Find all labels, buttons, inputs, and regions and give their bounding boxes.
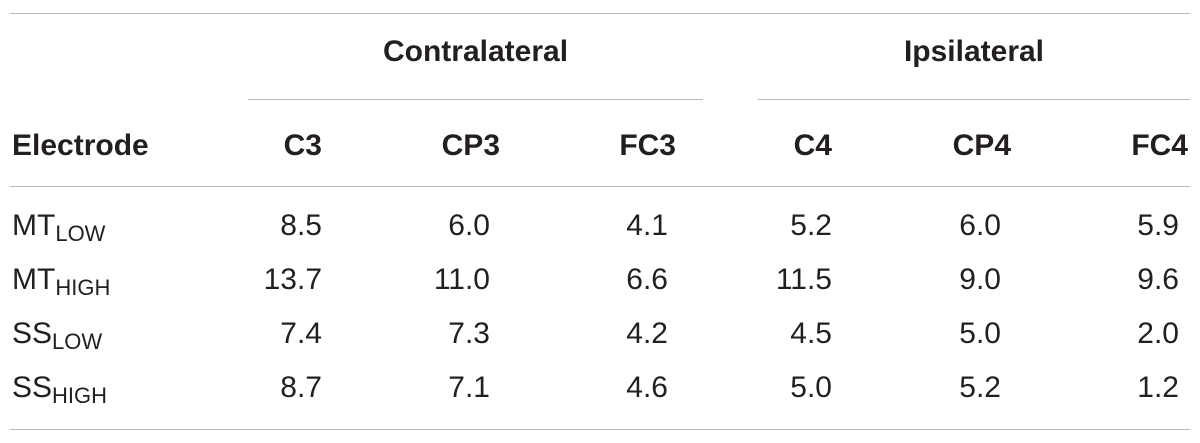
column-header-c3: C3 [283,129,322,162]
group-header-contralateral: Contralateral [382,35,569,68]
table-cell: 7.1 [448,371,490,404]
table-cell: 5.0 [790,371,832,404]
table-cell: 11.5 [775,263,832,296]
row-label: MTLOW [12,209,106,246]
row-label: SSHIGH [12,371,108,408]
table-cell: 9.0 [959,263,1001,296]
table-cell: 4.6 [626,371,668,404]
column-header-cp3: CP3 [441,129,500,162]
row-label-subscript: HIGH [55,275,111,300]
row-label-base: MT [12,263,56,296]
table-cell: 6.0 [448,209,490,242]
row-label-base: MT [12,209,56,242]
bottom-rule [10,429,1190,430]
table-cell: 4.5 [790,317,832,350]
table-cell: 5.2 [790,209,832,242]
row-label-subscript: HIGH [52,383,108,408]
table-cell: 5.0 [959,317,1001,350]
top-rule [10,13,1190,14]
table-cell: 8.5 [280,209,322,242]
header-rule [10,186,1190,187]
table-cell: 7.4 [280,317,322,350]
column-header-fc3: FC3 [619,129,676,162]
table-cell: 6.6 [626,263,668,296]
table-cell: 4.1 [626,209,668,242]
group-header-ipsilateral: Ipsilateral [903,35,1045,68]
contralateral-group-rule [248,99,703,100]
row-label-base: SS [12,317,53,350]
row-header-label: Electrode [12,129,149,162]
column-header-cp4: CP4 [952,129,1011,162]
column-header-fc4: FC4 [1131,129,1188,162]
column-header-c4: C4 [793,129,832,162]
table-cell: 1.2 [1137,371,1179,404]
row-label: SSLOW [12,317,103,354]
ipsilateral-group-rule [758,99,1190,100]
row-label-base: SS [12,371,53,404]
row-label: MTHIGH [12,263,111,300]
table-cell: 5.9 [1137,209,1179,242]
table-cell: 2.0 [1137,317,1179,350]
row-label-subscript: LOW [55,221,106,246]
table-cell: 13.7 [263,263,322,296]
table-cell: 5.2 [959,371,1001,404]
table-cell: 7.3 [448,317,490,350]
table-cell: 8.7 [280,371,322,404]
table-cell: 11.0 [433,263,490,296]
row-label-subscript: LOW [52,329,103,354]
table-cell: 9.6 [1137,263,1179,296]
table-cell: 4.2 [626,317,668,350]
table-cell: 6.0 [959,209,1001,242]
